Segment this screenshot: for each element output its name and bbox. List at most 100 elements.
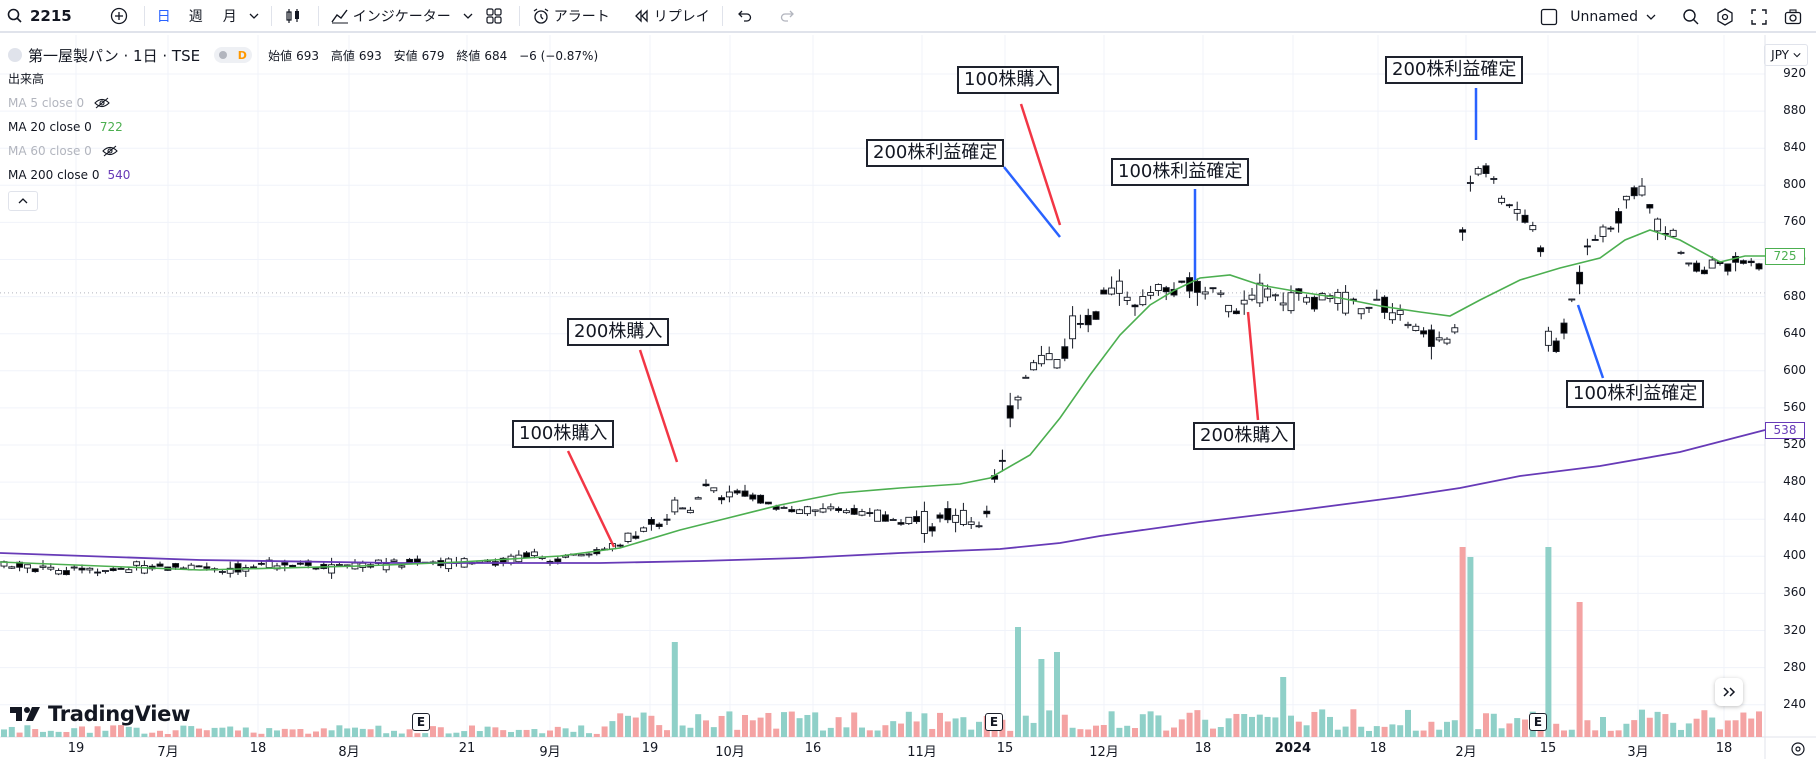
volume-bar — [593, 733, 600, 737]
volume-bar — [476, 731, 483, 737]
volume-bar — [1155, 715, 1162, 737]
candle-body — [1513, 209, 1521, 214]
candle-body — [889, 519, 897, 521]
volume-bar — [469, 725, 475, 737]
axis-settings-icon[interactable] — [1790, 741, 1806, 757]
templates-button[interactable] — [479, 0, 513, 32]
replay-button[interactable]: リプレイ — [626, 0, 716, 32]
annotation-buy-100-first[interactable]: 100株購入 — [512, 420, 615, 448]
volume-indicator-label[interactable]: 出来高 — [8, 69, 44, 87]
chart-type-button[interactable] — [278, 0, 312, 32]
eye-hidden-icon[interactable] — [94, 97, 110, 109]
candle-body — [874, 509, 882, 522]
candle-body — [975, 525, 983, 528]
toolbar-divider — [270, 5, 272, 26]
legend-collapse-button[interactable] — [8, 191, 38, 211]
timeframe-day[interactable]: 日 — [156, 8, 171, 25]
time-tick-label: 2024 — [1274, 741, 1312, 756]
timeframe-dropdown[interactable] — [243, 0, 265, 32]
volume-bar — [86, 732, 93, 737]
volume-bar — [952, 718, 959, 737]
fullscreen-button[interactable] — [1744, 0, 1778, 33]
quick-search-button[interactable] — [1676, 0, 1710, 33]
candle-body — [390, 559, 398, 562]
candle-body — [226, 567, 234, 574]
scroll-to-realtime-button[interactable] — [1715, 678, 1743, 706]
volume-bar — [1171, 727, 1177, 737]
ma200-value: 540 — [107, 168, 131, 182]
volume-bar — [1241, 714, 1248, 737]
timeframe-week[interactable]: 週 — [188, 8, 203, 25]
alert-button[interactable]: アラート — [526, 0, 616, 32]
earnings-badge[interactable]: E — [1529, 713, 1547, 731]
candle-body — [741, 490, 749, 497]
volume-bar — [913, 721, 920, 737]
volume-bar — [149, 732, 156, 737]
chevron-down-icon — [1793, 53, 1801, 58]
volume-bar — [859, 727, 865, 737]
candle-body — [195, 565, 203, 568]
volume-bar — [375, 725, 382, 737]
time-tick-label: 18 — [1369, 741, 1387, 756]
volume-bar — [1545, 547, 1552, 737]
candle-body — [811, 509, 819, 512]
redo-button[interactable] — [773, 0, 807, 32]
ma60-indicator[interactable]: MA 60 close 0 — [8, 142, 118, 160]
annotation-profit-200-first[interactable]: 200株利益確定 — [866, 139, 1005, 167]
volume-bar — [749, 720, 756, 737]
candle-body — [1615, 211, 1623, 224]
candle-body — [1404, 323, 1412, 327]
candle-body — [78, 567, 86, 571]
price-tick-label: 800 — [1783, 177, 1806, 192]
annotation-buy-200-first[interactable]: 200株購入 — [567, 318, 670, 346]
volume-bar — [1069, 727, 1076, 737]
timeframe-month[interactable]: 月 — [222, 8, 237, 25]
volume-bar — [211, 727, 218, 737]
volume-bar — [414, 733, 421, 737]
volume-bar — [632, 717, 639, 737]
volume-bar — [1607, 730, 1614, 737]
undo-button[interactable] — [729, 0, 763, 32]
candle-body — [328, 564, 336, 574]
candle-body — [959, 509, 967, 525]
ma20-indicator[interactable]: MA 20 close 0 722 — [8, 118, 123, 136]
ma200-line — [0, 429, 1766, 564]
ma200-indicator[interactable]: MA 200 close 0 540 — [8, 166, 130, 184]
earnings-badge[interactable]: E — [412, 713, 430, 731]
volume-bar — [1280, 677, 1287, 737]
currency-selector[interactable]: JPY — [1764, 44, 1808, 66]
candle-body — [827, 506, 835, 510]
annotation-profit-200-second[interactable]: 200株利益確定 — [1385, 56, 1524, 84]
annotation-buy-100-second[interactable]: 100株購入 — [957, 66, 1060, 94]
annotation-profit-100-second[interactable]: 100株利益確定 — [1566, 380, 1705, 408]
layout-selector[interactable]: Unnamed — [1534, 0, 1662, 33]
tv-logo-icon — [10, 707, 40, 721]
ma5-indicator[interactable]: MA 5 close 0 — [8, 94, 110, 112]
tradingview-logo[interactable]: TradingView — [10, 702, 190, 726]
volume-bar — [1724, 720, 1731, 737]
volume-bar — [1615, 730, 1622, 737]
indicators-dropdown[interactable] — [457, 0, 479, 32]
snapshot-button[interactable] — [1778, 0, 1812, 33]
annotation-connector — [566, 450, 616, 548]
candle-body — [967, 521, 975, 525]
volume-bar — [937, 712, 943, 737]
compare-button[interactable] — [104, 0, 138, 32]
settings-button[interactable] — [1710, 0, 1744, 33]
price-tick-label: 240 — [1783, 696, 1806, 711]
market-status-pill[interactable]: D — [214, 47, 253, 63]
eye-hidden-icon[interactable] — [102, 145, 118, 157]
annotation-buy-200-second[interactable]: 200株購入 — [1193, 422, 1296, 450]
candle-body — [117, 567, 125, 570]
annotation-profit-100-first[interactable]: 100株利益確定 — [1111, 158, 1250, 186]
candle-body — [944, 508, 952, 521]
earnings-badge[interactable]: E — [985, 713, 1003, 731]
symbol-title[interactable]: 第一屋製パン · 1日 · TSE — [28, 46, 201, 65]
indicators-button[interactable]: インジケーター — [325, 0, 457, 32]
time-tick-label: 21 — [458, 741, 476, 756]
volume-bar — [172, 730, 179, 737]
symbol-search[interactable]: 2215 — [0, 0, 78, 32]
candle-body — [780, 506, 788, 509]
candle-body — [281, 562, 289, 566]
volume-bar — [367, 729, 374, 737]
